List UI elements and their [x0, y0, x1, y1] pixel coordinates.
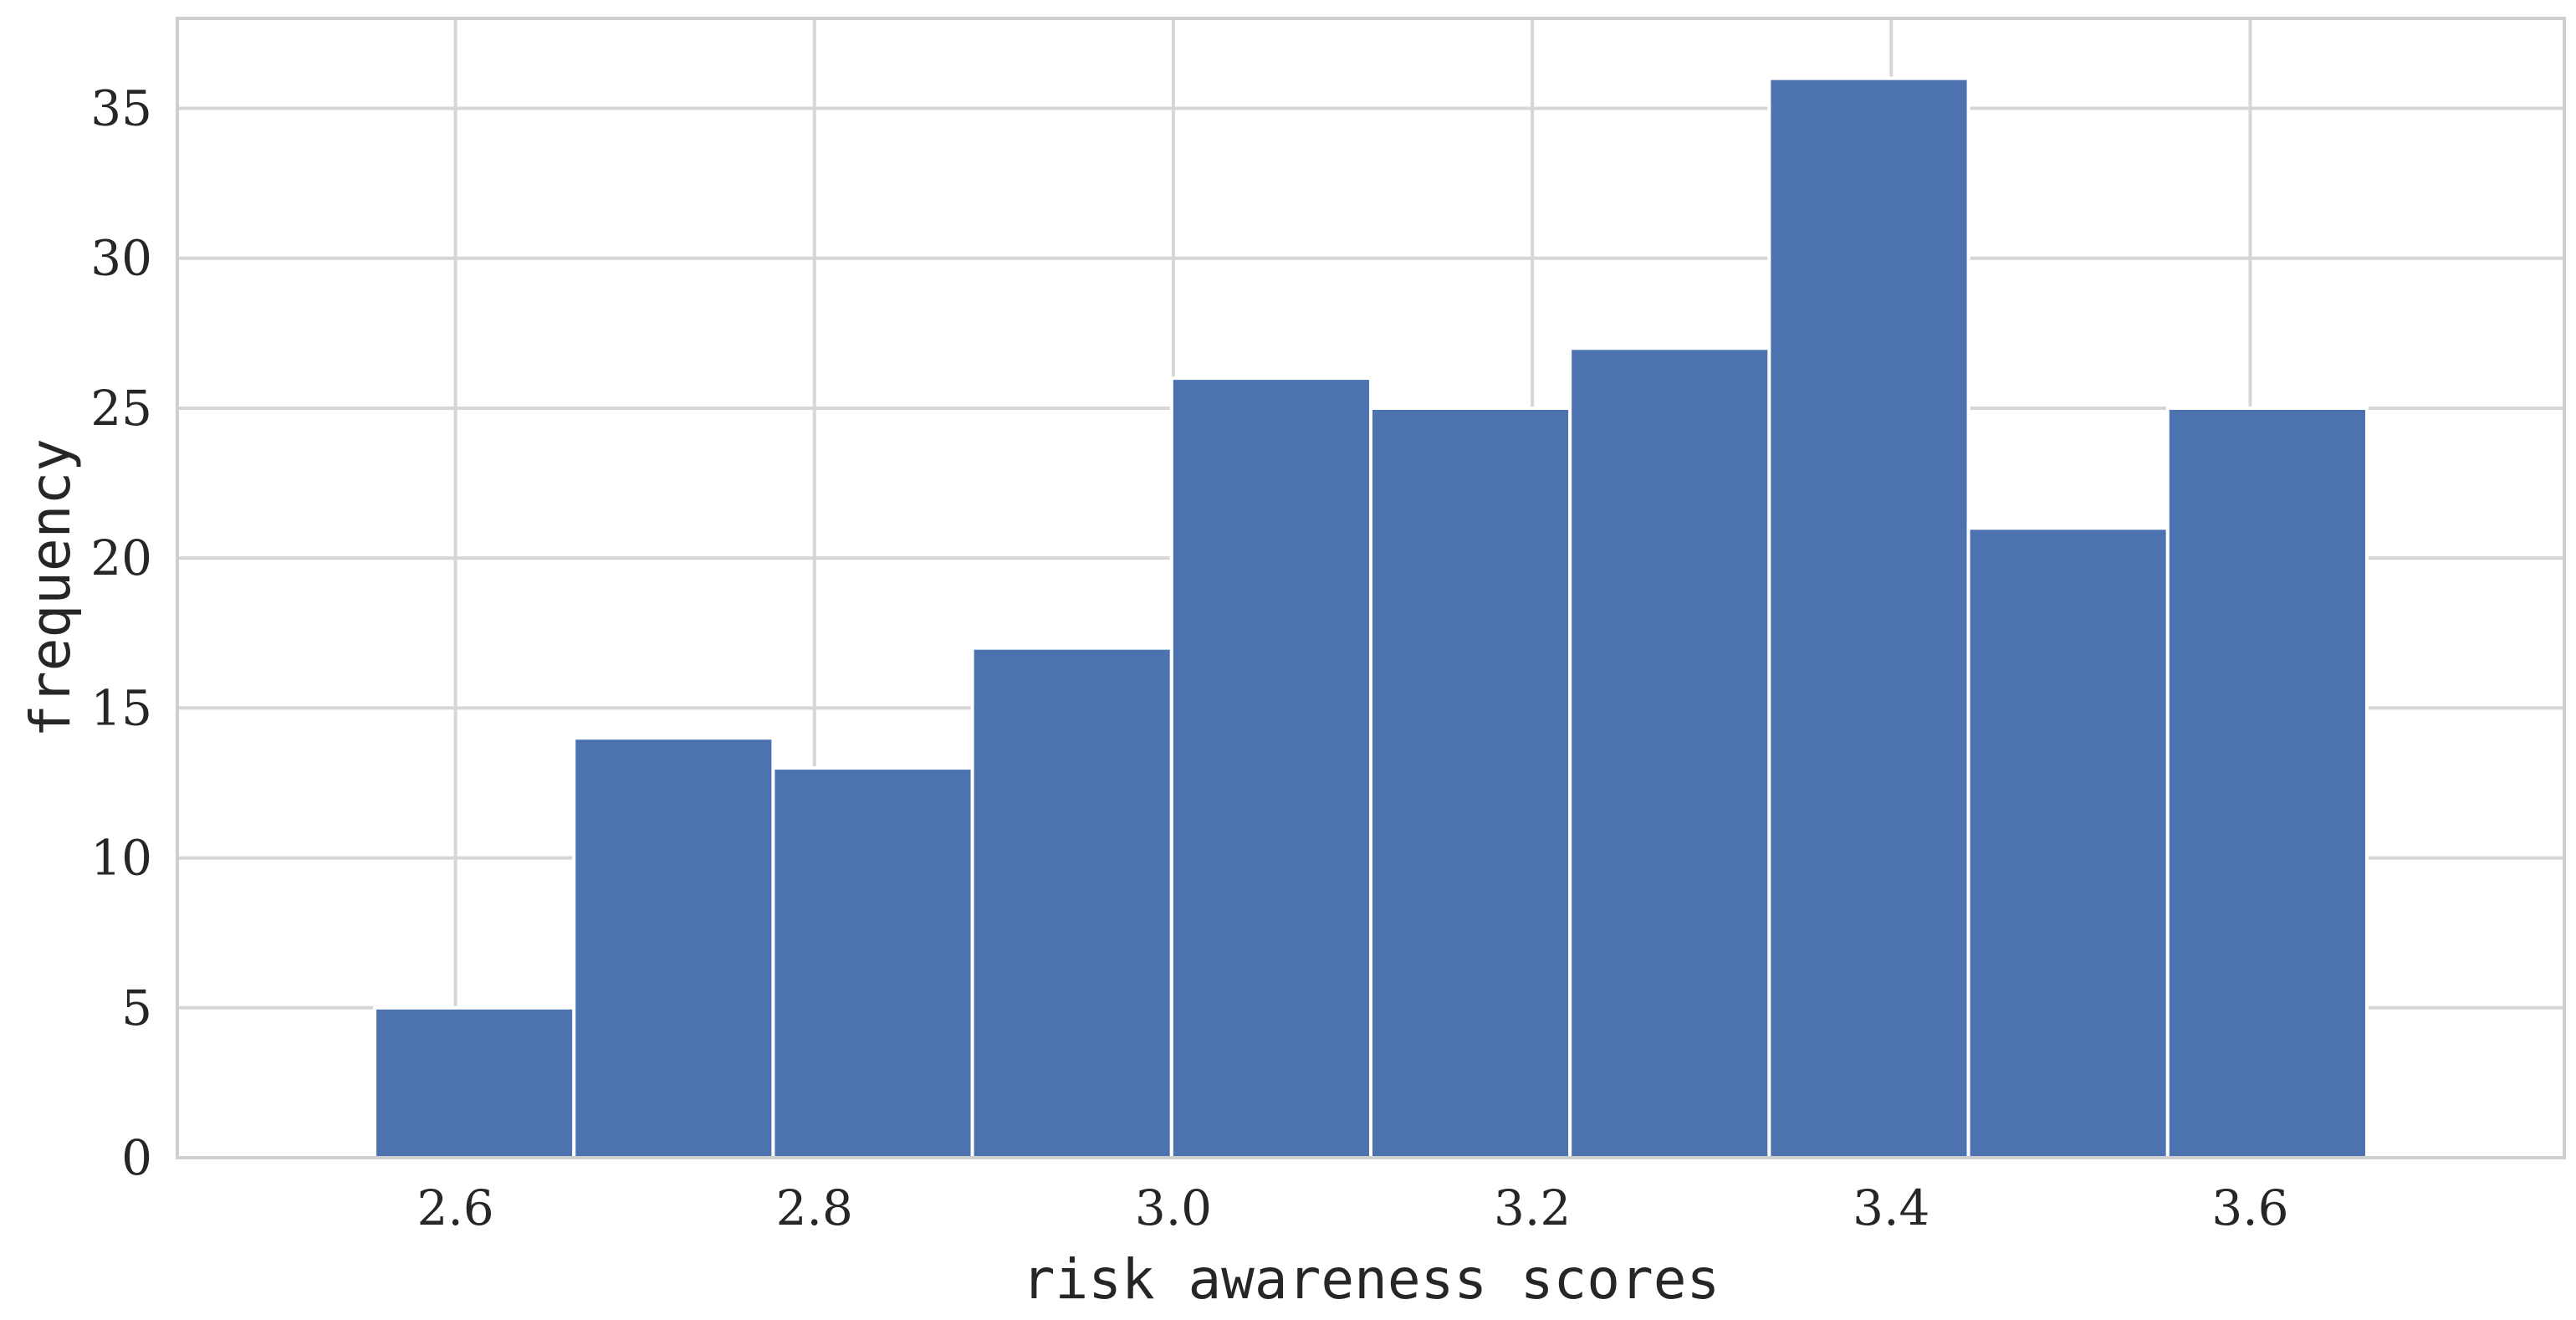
x-tick-label: 3.6 — [2211, 1179, 2288, 1236]
plot-frame — [176, 17, 2566, 1159]
histogram-bar — [2165, 406, 2369, 1159]
histogram-bar — [1568, 346, 1771, 1159]
bars — [373, 76, 2369, 1160]
histogram-bar — [1767, 76, 1970, 1160]
y-tick-label: 25 — [90, 380, 152, 437]
x-tick-label: 3.2 — [1494, 1179, 1571, 1236]
y-tick-label: 5 — [121, 980, 152, 1036]
y-tick-label: 15 — [90, 679, 152, 736]
y-axis-ticks: 0 5 10 15 20 25 30 35 — [90, 80, 152, 1186]
y-tick-label: 10 — [90, 830, 152, 887]
histogram-bar — [970, 646, 1173, 1159]
histogram-bar — [771, 766, 974, 1159]
y-tick-label: 20 — [90, 530, 152, 586]
histogram-bar — [1369, 406, 1572, 1159]
histogram-bar — [1169, 376, 1373, 1159]
x-axis-title: risk awareness scores — [1022, 1247, 1720, 1312]
histogram-bar — [373, 1005, 576, 1159]
x-axis-ticks: 2.6 2.8 3.0 3.2 3.4 3.6 — [417, 1179, 2288, 1236]
y-tick-label: 35 — [90, 80, 152, 137]
y-tick-label: 30 — [90, 230, 152, 287]
y-tick-label: 0 — [121, 1129, 152, 1186]
histogram-bar — [572, 736, 775, 1159]
y-axis-title: frequency — [18, 438, 83, 738]
histogram-bar — [1966, 526, 2170, 1159]
x-tick-label: 3.4 — [1853, 1179, 1929, 1236]
x-tick-label: 2.8 — [776, 1179, 853, 1236]
x-tick-label: 3.0 — [1135, 1179, 1212, 1236]
x-tick-label: 2.6 — [417, 1179, 493, 1236]
